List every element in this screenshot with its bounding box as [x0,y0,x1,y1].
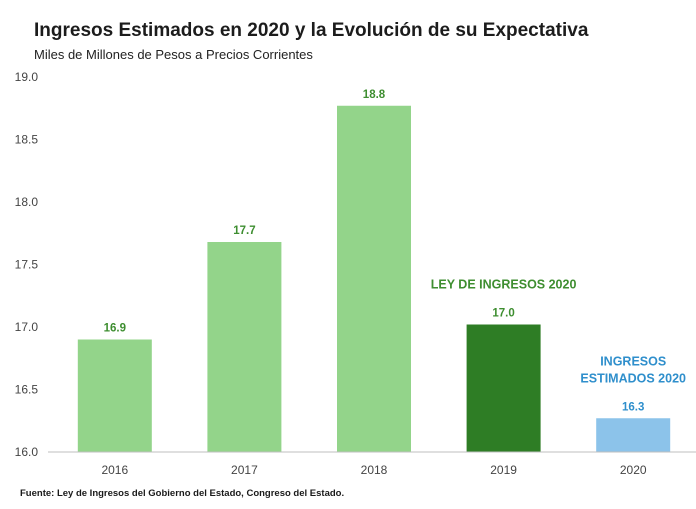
chart-title: Ingresos Estimados en 2020 y la Evolució… [34,20,589,41]
x-tick-label-2016: 2016 [101,463,128,477]
x-axis: 2016 2017 2018 2019 2020 [101,463,646,477]
value-labels: 16.9 17.7 18.8 17.0 16.3 [104,89,645,414]
annotations: LEY DE INGRESOS 2020 INGRESOS ESTIMADOS 20… [431,278,686,386]
bar-2020 [596,418,671,452]
bar-2019 [466,324,541,452]
y-axis: 16.0 16.5 17.0 17.5 18.0 18.5 19.0 [15,70,39,459]
bar-2018 [337,105,411,452]
value-label-2017: 17.7 [233,225,255,237]
x-tick-label-2017: 2017 [231,463,258,477]
x-tick-label-2020: 2020 [620,463,647,477]
y-tick-label: 19.0 [15,70,39,84]
value-label-2020: 16.3 [622,401,644,413]
value-label-2019: 17.0 [492,308,514,320]
value-label-2016: 16.9 [104,323,126,335]
chart-subtitle: Miles de Millones de Pesos a Precios Cor… [34,47,313,62]
y-tick-label: 18.5 [15,133,39,147]
value-label-2018: 18.8 [363,89,386,101]
x-tick-label-2018: 2018 [361,463,388,477]
bar-2017 [207,242,282,452]
bar-2016 [77,339,152,452]
y-tick-label: 16.0 [15,445,39,459]
annotation-2020-line-1: INGRESOS [600,354,666,368]
y-tick-label: 17.5 [15,258,39,272]
y-tick-label: 17.0 [15,320,39,334]
y-tick-label: 18.0 [15,195,39,209]
bars [77,105,671,452]
x-tick-label-2019: 2019 [490,463,517,477]
y-tick-label: 16.5 [15,383,39,397]
source-note: Fuente: Ley de Ingresos del Gobierno del… [20,488,345,499]
annotation-2019-line-1: LEY DE INGRESOS 2020 [431,278,577,292]
annotation-2020-line-2: ESTIMADOS 2020 [580,371,686,385]
